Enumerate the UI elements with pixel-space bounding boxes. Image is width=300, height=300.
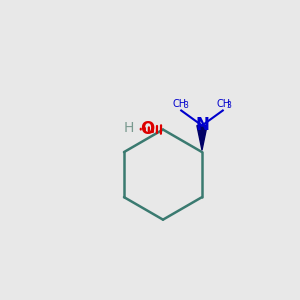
Text: O: O	[140, 120, 154, 138]
Text: CH: CH	[217, 99, 231, 109]
Text: CH: CH	[173, 99, 187, 109]
Text: N: N	[195, 116, 209, 134]
Text: 3: 3	[183, 101, 188, 110]
Text: H: H	[124, 122, 134, 135]
Polygon shape	[197, 125, 207, 150]
Text: 3: 3	[227, 101, 232, 110]
